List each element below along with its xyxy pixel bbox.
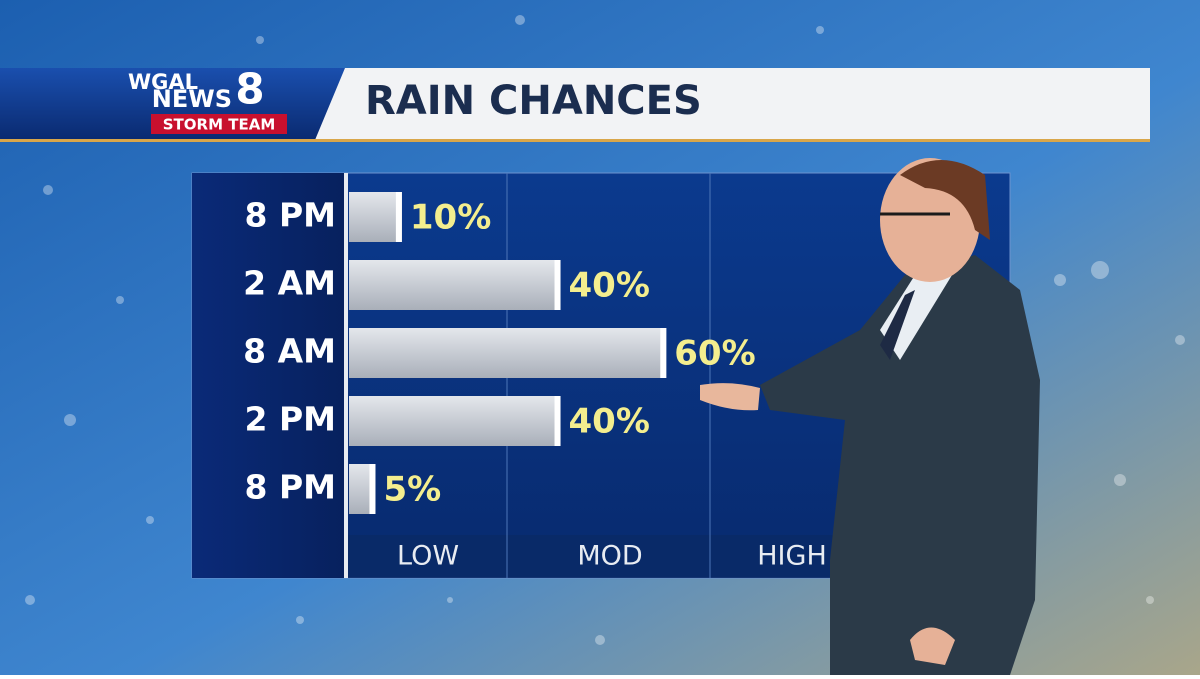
bar-highlight: [369, 464, 376, 514]
bar-highlight: [554, 260, 561, 310]
category-label: 8 AM: [243, 332, 336, 371]
logo-team: STORM TEAM: [163, 116, 276, 134]
raindrops: [25, 15, 1185, 645]
bar: [349, 260, 561, 310]
band-label: LOW: [397, 541, 459, 572]
category-label: 2 AM: [243, 264, 336, 303]
band-label: HIGH: [757, 541, 827, 572]
chart-title: RAIN CHANCES: [365, 78, 702, 124]
category-label: 8 PM: [245, 196, 336, 235]
axis-line: [344, 173, 348, 578]
bar-highlight: [554, 396, 561, 446]
plot: 8 PM 10% 2 AM 40% 8 AM 60% 2 PM 40% 8 PM 5%: [243, 192, 756, 514]
presenter: [700, 158, 1040, 675]
band-label: MOD: [577, 541, 642, 572]
category-label: 8 PM: [245, 468, 336, 507]
value-label: 10%: [410, 198, 491, 238]
bar: [349, 396, 561, 446]
value-label: 40%: [569, 402, 650, 442]
bar-highlight: [395, 192, 402, 242]
bar: [349, 192, 402, 242]
logo-number: 8: [235, 65, 264, 114]
logo-station: WGAL: [128, 70, 198, 94]
logo-news: NEWS: [152, 85, 232, 113]
category-label: 2 PM: [245, 400, 336, 439]
value-label: 60%: [674, 334, 755, 374]
category-column: [192, 173, 344, 578]
bar-highlight: [660, 328, 667, 378]
bar: [349, 328, 667, 378]
header-rule: [0, 139, 1150, 142]
logo-team-bg: [151, 114, 287, 134]
value-label: 40%: [569, 266, 650, 306]
value-label: 5%: [383, 470, 441, 510]
